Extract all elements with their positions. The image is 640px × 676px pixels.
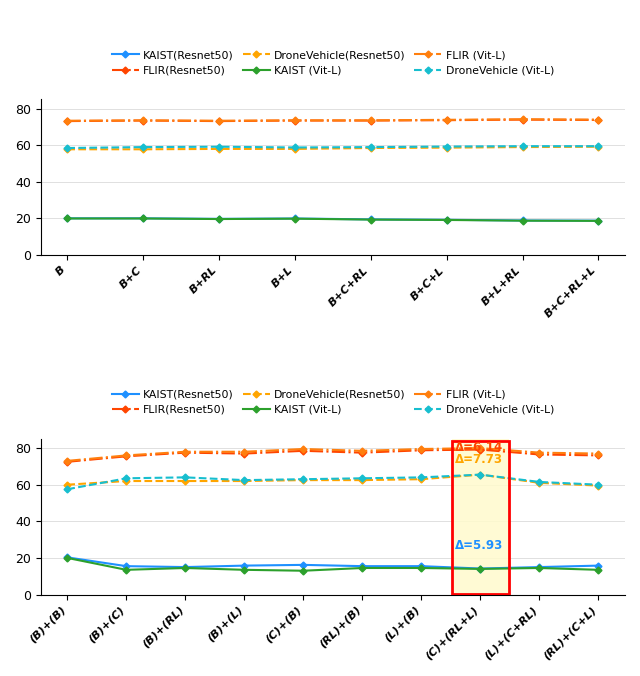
Text: Δ=6.14: Δ=6.14	[455, 441, 503, 454]
Legend: KAIST(Resnet50), FLIR(Resnet50), DroneVehicle(Resnet50), KAIST (Vit-L), FLIR (Vi: KAIST(Resnet50), FLIR(Resnet50), DroneVe…	[108, 46, 558, 80]
Bar	[452, 439, 509, 594]
Bar	[452, 441, 509, 594]
Legend: KAIST(Resnet50), FLIR(Resnet50), DroneVehicle(Resnet50), KAIST (Vit-L), FLIR (Vi: KAIST(Resnet50), FLIR(Resnet50), DroneVe…	[108, 385, 558, 419]
Text: Δ=5.93: Δ=5.93	[455, 539, 503, 552]
Text: Δ=7.73: Δ=7.73	[455, 453, 503, 466]
